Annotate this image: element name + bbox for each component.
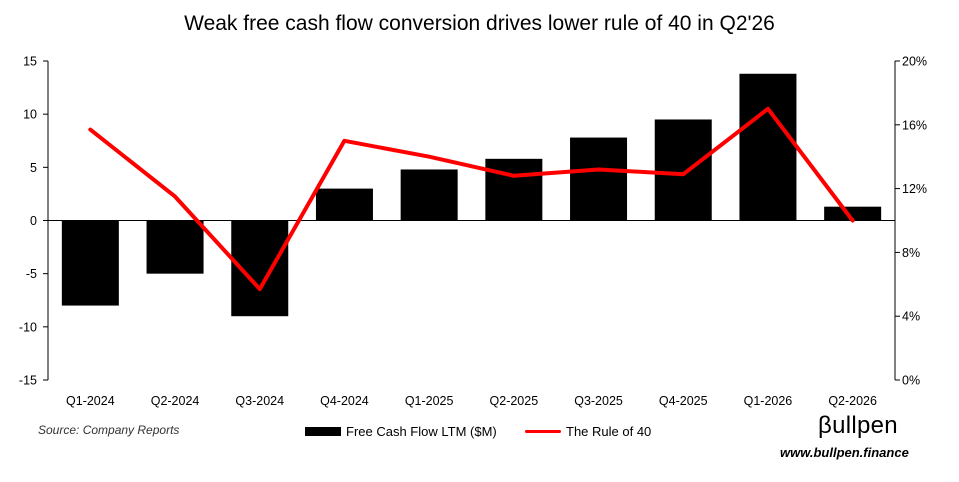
rule-of-40-point: [681, 172, 685, 176]
rule-of-40-point: [851, 219, 855, 222]
left-tick-label: 0: [30, 214, 37, 228]
rule-of-40-point: [597, 167, 601, 171]
bar: [654, 119, 712, 221]
legend: Free Cash Flow LTM ($M) The Rule of 40: [0, 424, 959, 444]
left-tick-label: 10: [23, 108, 37, 122]
rule-of-40-point: [258, 287, 262, 291]
legend-label-rule40: The Rule of 40: [566, 424, 652, 439]
category-label: Q2-2025: [490, 394, 539, 408]
right-tick-label: 16%: [902, 118, 927, 132]
left-tick-label: -10: [19, 320, 37, 334]
category-label: Q4-2025: [659, 394, 708, 408]
rule-of-40-point: [427, 155, 431, 159]
rule-of-40-point: [173, 195, 177, 199]
chart-title: Weak free cash flow conversion drives lo…: [184, 12, 775, 35]
bar: [400, 169, 458, 221]
rule-of-40-point: [766, 107, 770, 111]
legend-label-fcf: Free Cash Flow LTM ($M): [346, 424, 497, 439]
plot-area: 15 10 5 0 -5 -10 -15 20% 16% 12% 8% 4% 0% Q1-2024 Q2-2…: [19, 55, 927, 409]
right-tick-label: 0%: [902, 374, 920, 388]
category-label: Q3-2024: [235, 394, 284, 408]
left-tick-label: -15: [19, 374, 37, 388]
rule-of-40-point: [512, 174, 516, 178]
bar: [61, 220, 119, 306]
left-tick-label: 5: [30, 161, 37, 175]
right-tick-label: 8%: [902, 246, 920, 260]
left-tick-label: -5: [26, 267, 37, 281]
bar: [315, 188, 373, 221]
right-tick-label: 4%: [902, 310, 920, 324]
rule-of-40-point: [342, 139, 346, 143]
rule-of-40-line: [88, 106, 855, 292]
left-tick-label: 15: [23, 55, 37, 69]
rule-of-40-point: [88, 128, 92, 132]
source-note: Source: Company Reports: [38, 423, 180, 437]
right-tick-label: 20%: [902, 55, 927, 69]
category-label: Q1-2026: [744, 394, 793, 408]
category-label: Q1-2025: [405, 394, 454, 408]
legend-item-fcf: Free Cash Flow LTM ($M): [305, 424, 497, 439]
bar: [146, 220, 204, 274]
category-label: Q3-2025: [574, 394, 623, 408]
category-label: Q1-2024: [66, 394, 115, 408]
category-label: Q2-2026: [828, 394, 877, 408]
bar: [570, 137, 628, 221]
legend-swatch-bar: [305, 427, 341, 436]
bar: [485, 158, 543, 221]
bar: [824, 206, 882, 221]
category-label: Q2-2024: [151, 394, 200, 408]
legend-swatch-line: [525, 430, 561, 433]
category-label: Q4-2024: [320, 394, 369, 408]
website-url: www.bullpen.finance: [780, 445, 909, 460]
legend-item-rule40: The Rule of 40: [525, 424, 651, 439]
right-tick-label: 12%: [902, 182, 927, 196]
bar: [739, 73, 797, 221]
brand-logo: βullpen: [818, 412, 898, 439]
